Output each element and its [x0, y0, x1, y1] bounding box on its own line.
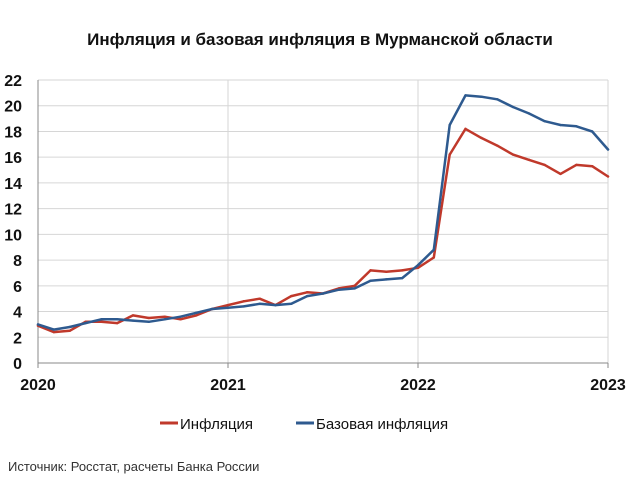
data-point: [369, 279, 372, 282]
data-point: [480, 95, 483, 98]
data-point: [321, 292, 325, 295]
y-tick-label: 0: [13, 356, 22, 373]
data-point: [68, 325, 71, 329]
data-point: [495, 98, 499, 101]
data-point: [353, 284, 356, 288]
data-point: [210, 307, 214, 311]
x-tick-label: 2022: [400, 377, 436, 394]
data-point: [511, 153, 515, 156]
data-point: [131, 319, 135, 322]
data-point: [606, 148, 610, 151]
y-tick-label: 22: [4, 73, 22, 90]
data-point: [590, 130, 594, 133]
data-point: [575, 125, 578, 128]
data-point: [559, 172, 562, 176]
data-point: [163, 315, 166, 318]
data-point: [337, 288, 341, 291]
data-point: [290, 294, 293, 298]
data-point: [543, 119, 546, 123]
chart-title: Инфляция и базовая инфляция в Мурманской…: [87, 30, 553, 49]
data-point: [448, 123, 451, 127]
y-tick-label: 16: [4, 150, 22, 167]
data-point: [590, 164, 594, 168]
y-tick-label: 8: [13, 253, 22, 270]
y-tick-label: 18: [4, 124, 22, 141]
x-tick-label: 2023: [590, 377, 626, 394]
x-tick-label: 2021: [210, 377, 246, 394]
data-point: [543, 163, 546, 167]
data-point: [290, 302, 293, 306]
data-point: [179, 315, 182, 318]
y-tick-label: 10: [4, 227, 22, 244]
y-tick-label: 14: [4, 176, 22, 193]
data-point: [305, 291, 309, 294]
source-note: Источник: Росстат, расчеты Банка России: [8, 459, 260, 474]
data-point: [100, 320, 103, 324]
data-point: [480, 136, 483, 140]
data-point: [464, 94, 467, 97]
data-point: [115, 318, 119, 321]
data-point: [559, 123, 562, 127]
data-point: [385, 278, 388, 281]
data-point: [195, 311, 198, 315]
data-point: [385, 270, 388, 273]
data-point: [147, 316, 151, 320]
data-point: [353, 287, 356, 290]
data-point: [242, 300, 246, 303]
y-tick-label: 2: [13, 330, 22, 347]
data-point: [195, 314, 198, 317]
data-point: [84, 321, 87, 325]
data-point: [495, 144, 499, 147]
y-tick-label: 4: [13, 305, 22, 322]
data-point: [131, 314, 135, 317]
data-point: [606, 175, 610, 178]
x-tick-label: 2020: [20, 377, 56, 394]
data-point: [400, 269, 404, 272]
data-point: [163, 318, 166, 321]
data-point: [68, 329, 71, 333]
data-point: [100, 318, 103, 321]
data-point: [369, 269, 372, 272]
data-point: [432, 256, 436, 259]
data-point: [305, 294, 309, 298]
data-point: [52, 328, 56, 331]
data-point: [432, 248, 436, 251]
y-tick-label: 20: [4, 99, 22, 116]
data-point: [242, 305, 246, 308]
data-point: [527, 158, 531, 161]
legend-label-2: Базовая инфляция: [316, 416, 448, 433]
data-point: [575, 163, 578, 167]
series-line-1: [36, 127, 610, 334]
data-point: [179, 318, 182, 321]
data-point: [258, 302, 261, 306]
data-point: [416, 264, 420, 267]
y-tick-label: 12: [4, 202, 22, 219]
data-point: [511, 105, 515, 109]
data-point: [226, 303, 230, 307]
data-point: [147, 320, 151, 324]
data-point: [115, 321, 119, 325]
data-point: [36, 323, 40, 326]
data-point: [226, 306, 230, 309]
data-point: [527, 112, 531, 115]
data-point: [400, 276, 404, 280]
data-point: [274, 303, 277, 307]
data-point: [448, 153, 451, 156]
data-point: [52, 330, 56, 334]
legend-label-1: Инфляция: [180, 416, 253, 433]
y-tick-label: 6: [13, 279, 22, 296]
data-point: [258, 297, 261, 300]
data-point: [464, 127, 467, 131]
